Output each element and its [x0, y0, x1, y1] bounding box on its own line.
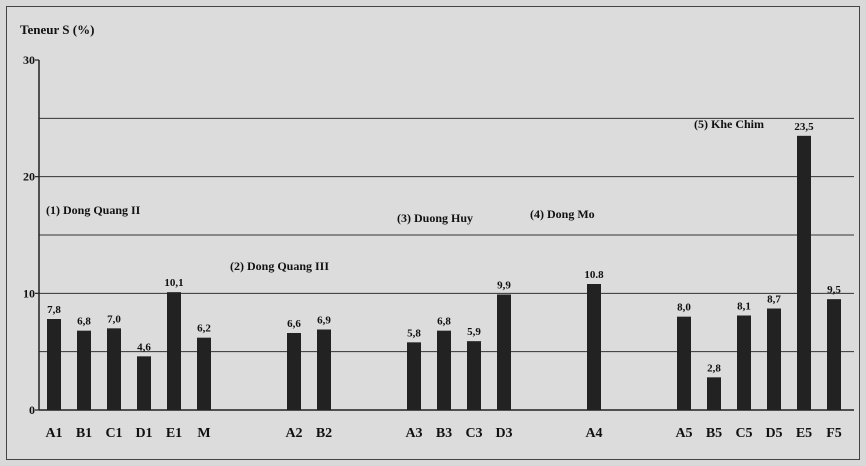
- bar-E5: [797, 135, 811, 411]
- bar-value-label: 5,9: [467, 326, 481, 338]
- bar-value-label: 4,6: [137, 341, 151, 353]
- x-tick-label: A3: [405, 426, 422, 441]
- bar-value-label: 8,1: [737, 301, 751, 313]
- x-tick-label: D5: [765, 426, 782, 441]
- bar-value-label: 6,2: [197, 323, 211, 335]
- bar-M: [197, 337, 211, 410]
- bar-A4: [587, 284, 601, 410]
- bar-A3: [407, 342, 421, 410]
- bar-value-label: 2,8: [707, 362, 721, 374]
- bar-F5: [827, 299, 841, 410]
- group-label: (5) Khe Chim: [694, 117, 764, 131]
- bar-value-label: 10.8: [584, 269, 604, 281]
- x-tick-label: A2: [285, 426, 302, 441]
- bar-B5: [707, 377, 721, 410]
- group-label: (1) Dong Quang II: [46, 203, 141, 217]
- x-tick-label: B5: [706, 426, 722, 441]
- y-tick-label: 10: [23, 286, 35, 300]
- bar-value-label: 9,5: [827, 284, 841, 296]
- bar-value-label: 9,9: [497, 280, 511, 292]
- bar-D1: [137, 356, 151, 410]
- x-tick-label: C1: [105, 426, 122, 441]
- bar-value-label: 6,8: [77, 316, 91, 328]
- x-tick-label: B3: [436, 426, 452, 441]
- bar-A5: [677, 316, 691, 410]
- y-axis-title: Teneur S (%): [20, 22, 94, 37]
- x-tick-label: M: [197, 426, 210, 441]
- bar-value-label: 23,5: [794, 121, 814, 133]
- x-tick-label: B1: [76, 426, 92, 441]
- bar-C1: [107, 328, 121, 410]
- y-tick-label: 30: [23, 53, 35, 67]
- x-tick-label: E5: [796, 426, 812, 441]
- group-labels: (1) Dong Quang II (2) Dong Quang III (3) D…: [46, 117, 764, 273]
- x-tick-label: E1: [166, 426, 182, 441]
- bar-C3: [467, 341, 481, 410]
- x-tick-label: D3: [495, 426, 512, 441]
- bar-value-label: 10,1: [164, 277, 183, 289]
- x-tick-label: C5: [735, 426, 752, 441]
- bar-E1: [167, 292, 181, 410]
- bar-B2: [317, 329, 331, 410]
- bar-A1: [47, 319, 61, 410]
- bar-value-label: 8,0: [677, 302, 691, 314]
- y-ticks: 0 10 20 30: [23, 53, 39, 417]
- x-tick-label: A1: [45, 426, 62, 441]
- bar-value-label: 5,8: [407, 327, 421, 339]
- y-tick-label: 20: [23, 170, 35, 184]
- bar-D5: [767, 308, 781, 410]
- bar-B3: [437, 330, 451, 410]
- bar-value-label: 7,8: [47, 304, 61, 316]
- bar-value-label: 7,0: [107, 313, 121, 325]
- bar-value-label: 6,8: [437, 316, 451, 328]
- bars: 7,8 A1 6,8 B1 7,0 C1 4,6 D1 10,1 E1 6,2 M 6,6 A2 6,9 B2…: [45, 121, 841, 441]
- x-tick-label: B2: [316, 426, 332, 441]
- bar-value-label: 6,6: [287, 318, 301, 330]
- x-tick-label: F5: [826, 426, 842, 441]
- x-tick-label: A5: [675, 426, 692, 441]
- x-tick-label: C3: [465, 426, 482, 441]
- bar-B1: [77, 330, 91, 410]
- bar-C5: [737, 315, 751, 410]
- y-tick-label: 0: [29, 403, 35, 417]
- bar-D3: [497, 294, 511, 410]
- group-label: (4) Dong Mo: [530, 207, 595, 221]
- bar-A2: [287, 333, 301, 410]
- bar-value-label: 8,7: [767, 294, 781, 306]
- x-tick-label: A4: [585, 426, 602, 441]
- bar-value-label: 6,9: [317, 315, 331, 327]
- group-label: (3) Duong Huy: [397, 211, 473, 225]
- x-tick-label: D1: [135, 426, 152, 441]
- group-label: (2) Dong Quang III: [230, 259, 329, 273]
